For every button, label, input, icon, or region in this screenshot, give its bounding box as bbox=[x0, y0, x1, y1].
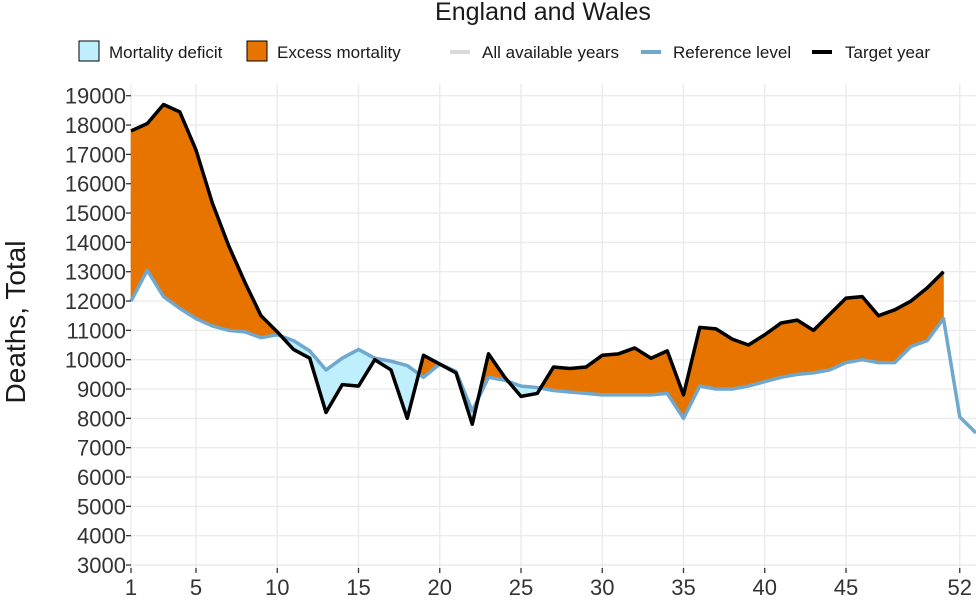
y-tick-label-15000: 15000 bbox=[65, 201, 126, 226]
excess-region bbox=[601, 353, 619, 396]
excess-region bbox=[731, 338, 749, 390]
excess-region bbox=[780, 319, 798, 378]
excess-region bbox=[618, 347, 636, 396]
x-tick-label-30: 30 bbox=[590, 575, 614, 600]
y-axis-label: Deaths, Total bbox=[0, 241, 31, 404]
y-tick-label-11000: 11000 bbox=[66, 318, 126, 343]
excess-region bbox=[163, 104, 181, 309]
legend-item-mortality-deficit[interactable]: Mortality deficit bbox=[78, 40, 223, 62]
y-tick-label-14000: 14000 bbox=[65, 230, 126, 255]
x-axis-ticks: 1 5 10 15 20 25 30 35 40 45 52 bbox=[125, 568, 972, 600]
reference-level-line bbox=[129, 268, 976, 435]
excess-region bbox=[228, 245, 246, 333]
y-tick-label-9000: 9000 bbox=[77, 377, 126, 402]
legend-swatch-mortality-deficit bbox=[78, 40, 100, 62]
y-tick-label-6000: 6000 bbox=[77, 465, 126, 490]
y-tick-label-16000: 16000 bbox=[65, 172, 126, 197]
plot-area: 3000400050006000700080009000100001100012… bbox=[65, 84, 976, 600]
excess-region bbox=[829, 297, 847, 371]
legend-label-excess-mortality: Excess mortality bbox=[277, 43, 401, 62]
x-tick-label-1: 1 bbox=[125, 575, 137, 600]
y-tick-label-10000: 10000 bbox=[65, 348, 126, 373]
y-tick-label-7000: 7000 bbox=[77, 436, 126, 461]
y-tick-label-4000: 4000 bbox=[77, 524, 126, 549]
chart-title: England and Wales bbox=[435, 0, 651, 26]
legend-label-target-year: Target year bbox=[845, 43, 930, 62]
legend-swatch-excess-mortality bbox=[246, 40, 268, 62]
x-tick-label-40: 40 bbox=[753, 575, 777, 600]
x-tick-label-15: 15 bbox=[346, 575, 370, 600]
x-tick-label-25: 25 bbox=[509, 575, 533, 600]
x-tick-label-35: 35 bbox=[671, 575, 695, 600]
excess-region bbox=[553, 366, 571, 393]
y-tick-label-8000: 8000 bbox=[77, 406, 126, 431]
legend-label-reference-level: Reference level bbox=[673, 43, 791, 62]
excess-region bbox=[878, 309, 896, 363]
y-tick-label-13000: 13000 bbox=[65, 260, 126, 285]
y-tick-label-17000: 17000 bbox=[65, 142, 126, 167]
legend: Mortality deficit Excess mortality All a… bbox=[78, 40, 930, 62]
y-tick-label-3000: 3000 bbox=[77, 553, 126, 578]
excess-region bbox=[699, 327, 717, 390]
y-tick-label-5000: 5000 bbox=[77, 494, 126, 519]
y-tick-label-18000: 18000 bbox=[65, 113, 126, 138]
x-tick-label-45: 45 bbox=[834, 575, 858, 600]
legend-item-target-year[interactable]: Target year bbox=[812, 43, 930, 62]
x-tick-label-5: 5 bbox=[190, 575, 202, 600]
x-tick-label-52: 52 bbox=[948, 575, 972, 600]
y-tick-label-12000: 12000 bbox=[65, 289, 126, 314]
legend-label-mortality-deficit: Mortality deficit bbox=[109, 43, 223, 62]
excess-region bbox=[569, 366, 587, 394]
fill-regions bbox=[130, 103, 944, 425]
x-tick-label-10: 10 bbox=[265, 575, 289, 600]
y-axis-ticks: 3000 4000 5000 6000 7000 8000 9000 10000 11000 12… bbox=[65, 84, 131, 578]
y-tick-label-19000: 19000 bbox=[65, 84, 126, 109]
legend-item-excess-mortality[interactable]: Excess mortality bbox=[246, 40, 401, 62]
legend-item-all-available-years[interactable]: All available years bbox=[450, 43, 619, 62]
x-tick-label-20: 20 bbox=[428, 575, 452, 600]
legend-item-reference-level[interactable]: Reference level bbox=[641, 43, 791, 62]
target-year-line bbox=[130, 102, 945, 426]
legend-label-all-available-years: All available years bbox=[482, 43, 619, 62]
excess-region bbox=[845, 296, 863, 363]
excess-region bbox=[146, 103, 164, 298]
